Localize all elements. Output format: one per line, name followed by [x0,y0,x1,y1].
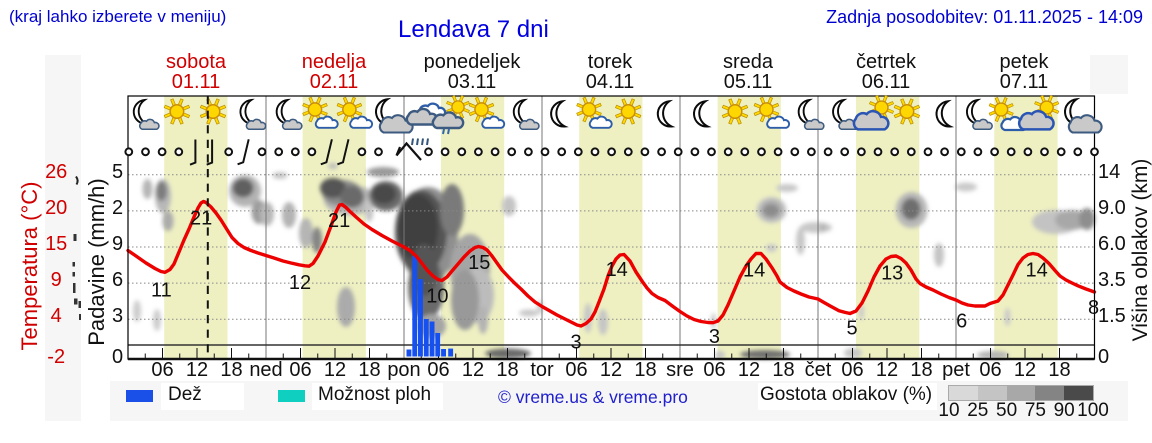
svg-text:14: 14 [606,259,628,281]
svg-text:12: 12 [289,272,311,294]
svg-text:21: 21 [328,210,350,232]
svg-text:3: 3 [709,326,720,348]
svg-text:14: 14 [743,260,765,282]
svg-text:11: 11 [151,279,172,301]
svg-text:6: 6 [956,311,967,333]
svg-text:5: 5 [846,317,857,339]
svg-text:10: 10 [426,286,448,308]
svg-text:21: 21 [190,207,212,229]
svg-text:13: 13 [881,262,903,284]
svg-text:14: 14 [1025,260,1047,282]
svg-text:15: 15 [468,252,490,274]
svg-text:3: 3 [570,332,581,354]
svg-text:8: 8 [1088,297,1099,319]
